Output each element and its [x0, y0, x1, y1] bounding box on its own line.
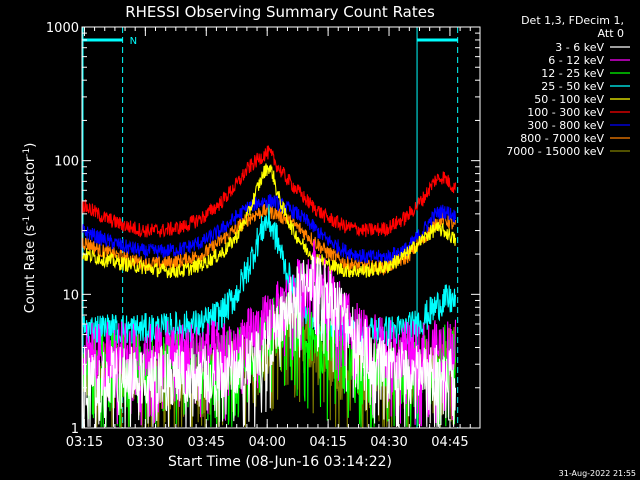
y-tick-label: 1000	[46, 21, 79, 36]
y-label-main: Count Rate (s	[23, 225, 38, 314]
y-axis-label: Count Rate (s-1 detector-1)	[22, 143, 38, 314]
timestamp: 31-Aug-2022 21:55	[559, 469, 636, 478]
night-marker-label: N	[130, 36, 137, 47]
y-tick-label: 1	[71, 422, 79, 437]
legend-label: 25 - 50 keV	[541, 80, 604, 93]
y-tick-label: 10	[62, 288, 79, 303]
x-tick-label: 03:15	[66, 435, 103, 450]
plot-area: N	[81, 27, 459, 429]
axes: 1 10 100 1000 03:15 03:30 03:45 04:00 04:15 04:30…	[46, 21, 481, 450]
legend-label: 300 - 800 keV	[527, 119, 604, 132]
plot-frame	[81, 26, 481, 429]
legend-header-line-1: Det 1,3, FDecim 1,	[521, 14, 624, 27]
legend-label: 12 - 25 keV	[541, 67, 604, 80]
x-tick-label: 04:45	[431, 435, 468, 450]
x-tick-label: 03:30	[127, 435, 164, 450]
legend-label: 6 - 12 keV	[548, 54, 604, 67]
y-label-sup-1: -1	[22, 216, 32, 225]
y-label-mid: detector	[23, 156, 38, 216]
x-axis-label: Start Time (08-Jun-16 03:14:22)	[168, 454, 392, 470]
legend-label: 3 - 6 keV	[555, 41, 604, 54]
series-line-50-to-100kev	[81, 163, 457, 279]
y-label-end: )	[23, 143, 38, 148]
x-tick-label: 03:45	[188, 435, 225, 450]
series-line-300-to-800kev	[81, 194, 457, 264]
legend-header-line-2: Att 0	[598, 27, 624, 40]
series-line-3-to-6kev	[81, 254, 457, 429]
x-tick-label: 04:15	[309, 435, 346, 450]
series-line-100-to-300kev	[81, 145, 457, 238]
legend-label: 800 - 7000 keV	[520, 132, 604, 145]
x-tick-label: 04:00	[248, 435, 285, 450]
legend-label: 50 - 100 keV	[534, 93, 604, 106]
labels: RHESSI Observing Summary Count Rates Sta…	[22, 3, 636, 478]
x-tick-label: 04:30	[370, 435, 407, 450]
y-tick-label: 100	[54, 155, 79, 170]
svg-text:Count Rate (s-1 detector-1): Count Rate (s-1 detector-1)	[22, 143, 38, 314]
y-label-sup-2: -1	[22, 148, 32, 157]
chart-title: RHESSI Observing Summary Count Rates	[125, 3, 435, 21]
legend-label: 100 - 300 keV	[527, 106, 604, 119]
legend-label: 7000 - 15000 keV	[506, 145, 604, 158]
